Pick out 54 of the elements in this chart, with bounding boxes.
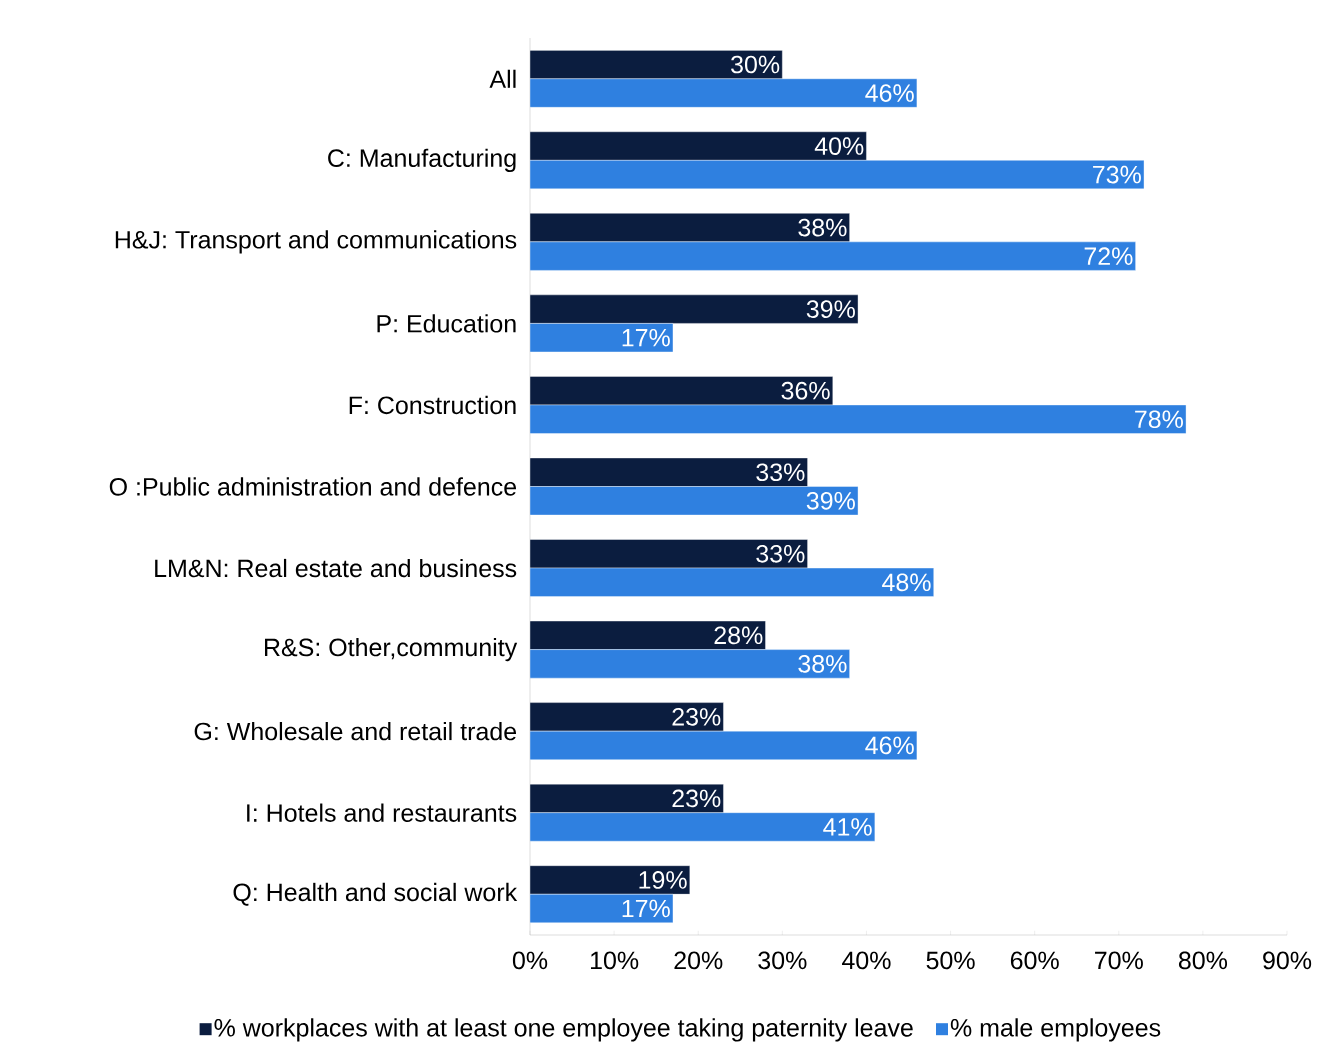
data-label: 39% <box>806 300 855 318</box>
y-tick-label: H&J: Transport and communications <box>115 230 517 254</box>
data-label: 39% <box>806 491 855 510</box>
data-label: 73% <box>1093 165 1141 184</box>
x-tick-label: 80% <box>1178 951 1228 970</box>
x-tick-label: 50% <box>926 951 975 970</box>
data-label: 46% <box>865 736 914 755</box>
x-tick-label: 90% <box>1263 951 1312 970</box>
data-label: 17% <box>622 328 670 347</box>
y-tick-label: I: Hotels and restaurants <box>247 803 517 822</box>
x-tick-label: 20% <box>674 951 723 970</box>
x-tick-label: 10% <box>590 951 639 970</box>
data-label: 46% <box>865 84 914 102</box>
data-label: 17% <box>622 899 670 918</box>
data-label: 23% <box>672 789 721 808</box>
bar <box>530 50 783 79</box>
y-tick-label: R&S: Other,community <box>265 637 518 662</box>
y-tick-label: F: Construction <box>349 395 516 415</box>
bar <box>530 294 859 324</box>
bar <box>530 213 850 243</box>
bar <box>530 539 808 569</box>
data-label: 19% <box>639 871 687 889</box>
y-tick-label: LM&N: Real estate and business <box>155 558 517 578</box>
bar <box>530 457 808 487</box>
bar <box>530 620 766 650</box>
y-tick-label: All <box>489 69 516 88</box>
legend-label: % workplaces with at least one employee taking paternity leave <box>214 1018 913 1042</box>
x-tick-label: 60% <box>1010 951 1059 970</box>
data-label: 78% <box>1135 410 1183 429</box>
data-label: 72% <box>1084 247 1133 265</box>
data-label: 38% <box>798 218 847 237</box>
data-label: 28% <box>714 626 763 645</box>
bar <box>530 865 691 895</box>
y-tick-label: G: Wholesale and retail trade <box>194 721 517 741</box>
data-label: 30% <box>731 55 780 74</box>
data-label: 40% <box>814 137 864 155</box>
x-tick-label: 40% <box>842 951 891 970</box>
data-label: 38% <box>798 655 847 673</box>
data-label: 33% <box>756 463 805 482</box>
y-tick-label: C: Manufacturing <box>328 148 516 172</box>
legend-label: % male employees <box>950 1018 1161 1042</box>
data-label: 36% <box>781 381 830 400</box>
data-label: 23% <box>672 708 721 726</box>
x-tick-label: 70% <box>1095 951 1143 970</box>
bar <box>530 376 833 406</box>
data-label: 33% <box>756 544 805 563</box>
x-tick-label: 0% <box>512 951 548 970</box>
x-tick-label: 30% <box>758 951 807 970</box>
data-label: 41% <box>823 818 872 836</box>
y-tick-label: P: Education <box>377 314 516 333</box>
y-tick-label: Q: Health and social work <box>233 882 518 906</box>
bar <box>530 131 867 161</box>
data-label: 48% <box>882 573 931 592</box>
y-tick-label: O :Public administration and defence <box>109 477 517 496</box>
